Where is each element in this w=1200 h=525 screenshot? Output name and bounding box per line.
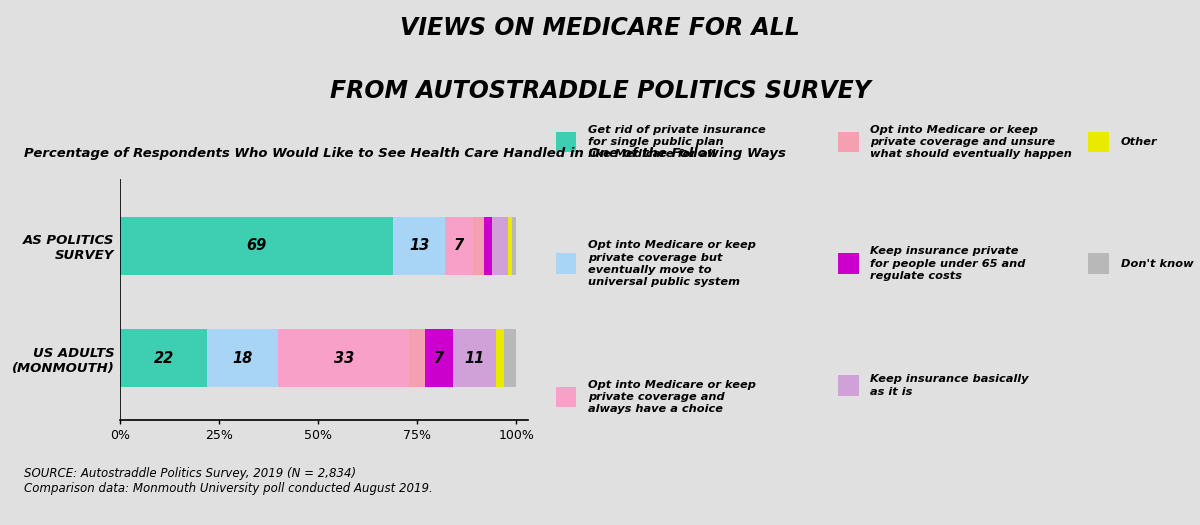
Bar: [556, 132, 576, 152]
Text: SOURCE: Autostraddle Politics Survey, 2019 (N = 2,834)
Comparison data: Monmouth: SOURCE: Autostraddle Politics Survey, 20…: [24, 467, 433, 495]
Bar: [497, 329, 504, 387]
Text: Keep insurance private
for people under 65 and
regulate costs: Keep insurance private for people under …: [870, 246, 1026, 281]
Text: 69: 69: [246, 238, 266, 254]
Bar: [278, 329, 409, 387]
Bar: [1088, 132, 1109, 152]
Text: Keep insurance basically
as it is: Keep insurance basically as it is: [870, 374, 1028, 397]
Text: 22: 22: [154, 351, 174, 366]
Bar: [1088, 254, 1109, 274]
Text: 7: 7: [434, 351, 444, 366]
Text: Get rid of private insurance
for single public plan
like Medicare for all: Get rid of private insurance for single …: [588, 124, 766, 160]
Text: Opt into Medicare or keep
private coverage but
eventually move to
universal publ: Opt into Medicare or keep private covera…: [588, 240, 756, 287]
Text: Opt into Medicare or keep
private coverage and unsure
what should eventually hap: Opt into Medicare or keep private covera…: [870, 124, 1072, 160]
Text: 13: 13: [409, 238, 430, 254]
Bar: [473, 217, 485, 275]
Text: Percentage of Respondents Who Would Like to See Health Care Handled in One of th: Percentage of Respondents Who Would Like…: [24, 147, 786, 160]
Bar: [838, 254, 859, 274]
Text: Opt into Medicare or keep
private coverage and
always have a choice: Opt into Medicare or keep private covera…: [588, 380, 756, 414]
Text: VIEWS ON MEDICARE FOR ALL: VIEWS ON MEDICARE FOR ALL: [400, 16, 800, 40]
Text: 11: 11: [464, 351, 485, 366]
Bar: [838, 375, 859, 396]
Bar: [556, 386, 576, 407]
Text: Other: Other: [1121, 137, 1157, 147]
Text: FROM AUTOSTRADDLE POLITICS SURVEY: FROM AUTOSTRADDLE POLITICS SURVEY: [330, 79, 870, 103]
Bar: [425, 329, 452, 387]
Bar: [838, 132, 859, 152]
Bar: [120, 329, 208, 387]
Bar: [508, 217, 512, 275]
Bar: [504, 329, 516, 387]
Text: Don't know: Don't know: [1121, 259, 1193, 269]
Bar: [445, 217, 473, 275]
Text: 18: 18: [233, 351, 253, 366]
Bar: [485, 217, 492, 275]
Text: 33: 33: [334, 351, 354, 366]
Bar: [394, 217, 445, 275]
Bar: [120, 217, 394, 275]
Bar: [208, 329, 278, 387]
Bar: [556, 254, 576, 274]
Bar: [492, 217, 508, 275]
Bar: [409, 329, 425, 387]
Bar: [512, 217, 516, 275]
Bar: [452, 329, 497, 387]
Text: 7: 7: [454, 238, 463, 254]
